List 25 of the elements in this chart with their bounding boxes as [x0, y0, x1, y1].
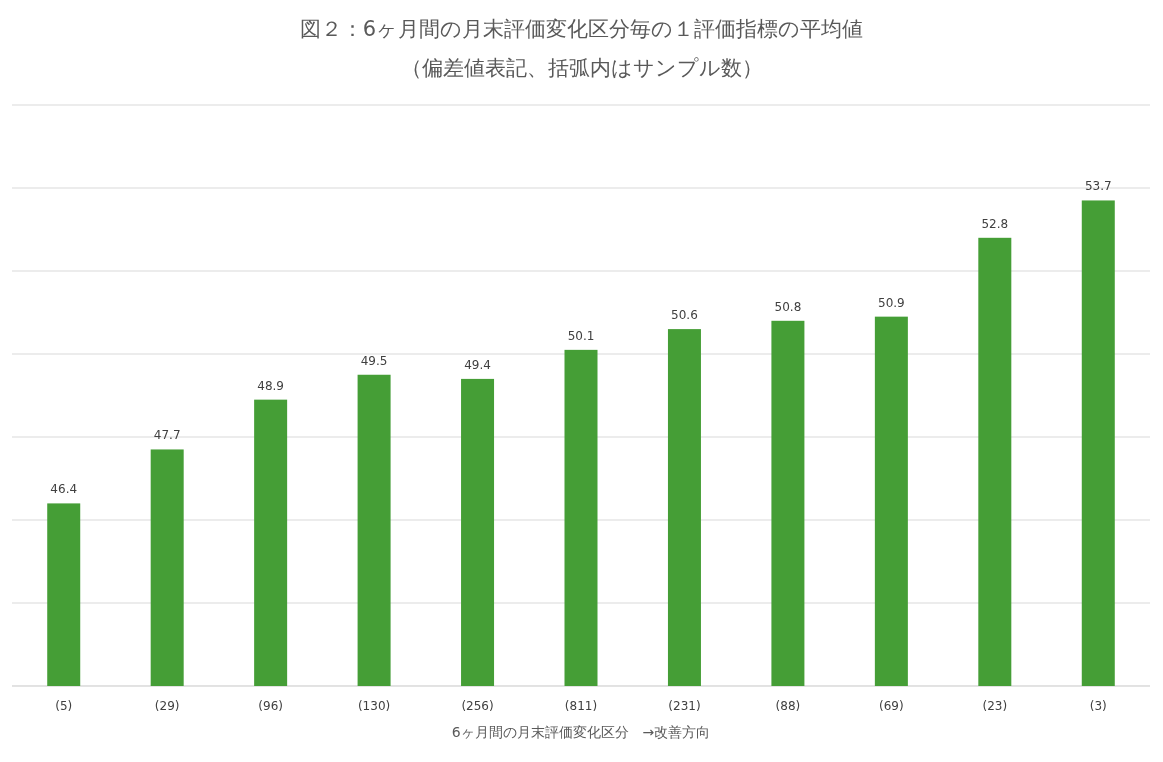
- data-label: 53.7: [1084, 179, 1112, 194]
- data-label: 49.5: [360, 353, 388, 368]
- data-label: 52.8: [981, 216, 1009, 231]
- data-label: 50.1: [567, 328, 595, 343]
- data-label: 50.6: [671, 308, 698, 323]
- x-tick-label: (3): [1089, 699, 1107, 713]
- data-label: 50.8: [774, 299, 802, 314]
- x-tick-label: (130): [357, 699, 391, 713]
- x-tick-label: (29): [154, 699, 180, 713]
- x-tick-label: (256): [461, 699, 494, 713]
- chart-title: 図２：6ヶ月間の月末評価変化区分毎の１評価指標の平均値: [299, 17, 864, 41]
- data-label: 48.9: [257, 378, 284, 393]
- x-tick-label: (69): [879, 699, 904, 713]
- chart-subtitle: （偏差値表記、括弧内はサンプル数）: [400, 56, 763, 80]
- x-tick-label: (231): [668, 699, 701, 713]
- data-label: 49.4: [464, 357, 491, 372]
- x-tick-label: (23): [982, 699, 1008, 713]
- x-tick-label: (811): [564, 699, 598, 713]
- x-tick-label: (96): [258, 699, 283, 713]
- data-label: 46.4: [50, 482, 78, 497]
- x-tick-label: (88): [775, 699, 801, 713]
- data-label: 50.9: [878, 295, 905, 310]
- data-label: 47.7: [153, 428, 181, 443]
- x-axis-title: 6ヶ月間の月末評価変化区分 →改善方向: [451, 724, 711, 740]
- x-tick-label: (5): [55, 699, 73, 713]
